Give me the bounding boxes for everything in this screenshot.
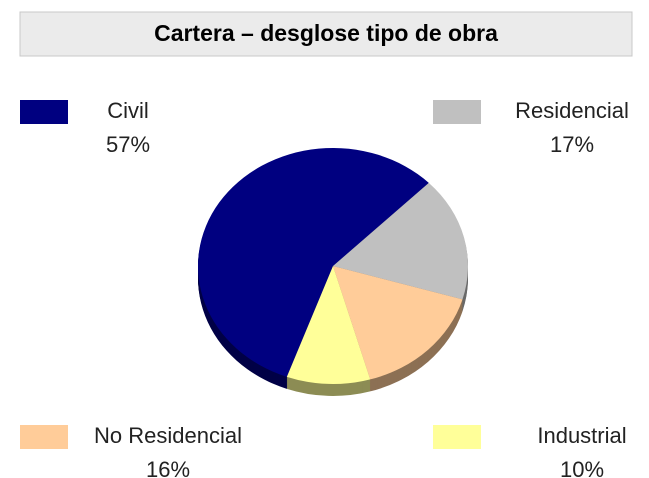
legend-label: Residencial: [515, 98, 629, 123]
value-label: 10%: [560, 457, 604, 478]
slice: [333, 182, 468, 300]
legend-swatch: [433, 425, 481, 449]
legend-label: Industrial: [537, 423, 626, 448]
value-label: 16%: [146, 457, 190, 478]
legend-label: No Residencial: [94, 423, 242, 448]
value-label: 17%: [550, 132, 594, 157]
chart-title: Cartera – desglose tipo de obra: [154, 20, 498, 46]
legend-label: Civil: [107, 98, 149, 123]
slice: [198, 148, 429, 377]
legend-swatch: [20, 425, 68, 449]
title-box: [19, 11, 633, 57]
value-label: 57%: [106, 132, 150, 157]
slice: [286, 266, 371, 385]
slice: [333, 266, 463, 380]
legend-swatch: [20, 100, 68, 124]
legend-swatch: [433, 100, 481, 124]
